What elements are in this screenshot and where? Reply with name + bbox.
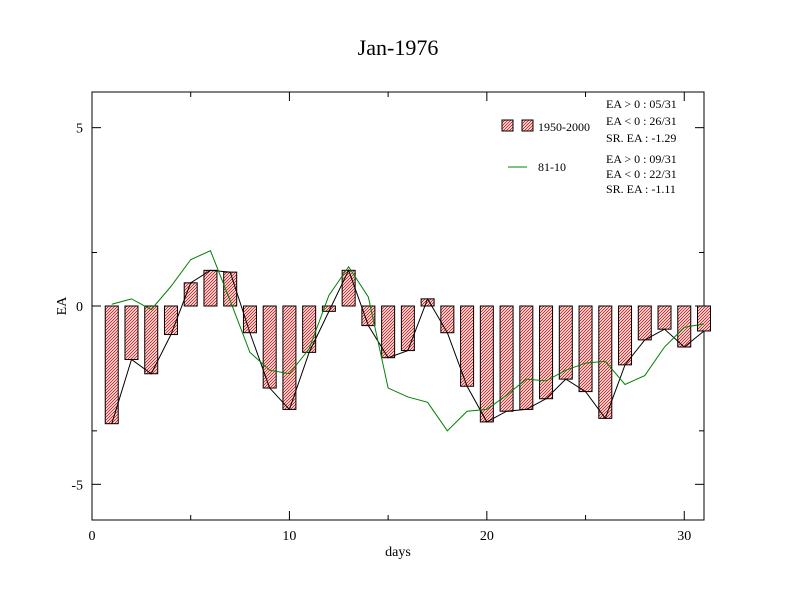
plot-area: [91, 91, 711, 521]
bar: [539, 305, 554, 400]
bar: [124, 305, 139, 360]
annotation-text: EA < 0 : 22/31: [606, 167, 677, 181]
y-tick-label: 5: [76, 122, 83, 137]
legend-swatch-1950-2000-b: [521, 119, 534, 132]
series-line-1950-2000: [111, 269, 705, 424]
annotation-text: EA > 0 : 09/31: [606, 152, 677, 166]
y-tick-label: -5: [71, 478, 83, 493]
bar: [618, 305, 633, 366]
bar: [302, 305, 317, 353]
x-tick-label: 10: [282, 529, 296, 544]
series-line-81-10: [111, 250, 705, 432]
annotation-text: SR. EA : -1.11: [606, 182, 676, 196]
bar: [104, 305, 119, 425]
bar: [203, 269, 218, 307]
bar: [341, 269, 356, 307]
bar: [637, 305, 652, 341]
bar: [144, 305, 159, 375]
x-tick-label: 20: [480, 529, 494, 544]
bar: [697, 305, 711, 332]
legend-label-1950-2000: 1950-2000: [538, 120, 590, 134]
bar: [163, 305, 178, 336]
bar: [400, 305, 415, 352]
legend-swatch-1950-2000: [501, 119, 514, 132]
annotation-text: EA > 0 : 05/31: [606, 97, 677, 111]
axis-ticks: 0 10 20 30 -5 0 5: [71, 92, 704, 544]
legend-label-81-10: 81-10: [538, 160, 566, 174]
bar: [578, 305, 593, 393]
y-tick-label: 0: [76, 300, 83, 315]
bar: [440, 305, 455, 334]
x-axis-label: days: [385, 545, 411, 560]
legend: 1950-2000 81-10 EA > 0 : 05/31 EA < 0 : 26/…: [501, 97, 677, 196]
annotation-text: SR. EA : -1.29: [606, 131, 676, 145]
x-tick-label: 30: [677, 529, 691, 544]
chart-title: Jan-1976: [358, 35, 439, 60]
bar: [657, 305, 672, 330]
annotation-text: EA < 0 : 26/31: [606, 114, 677, 128]
bar: [519, 305, 534, 410]
y-axis-label: EA: [55, 296, 70, 316]
bar: [282, 305, 297, 410]
x-tick-label: 0: [89, 529, 96, 544]
bar: [479, 305, 494, 423]
